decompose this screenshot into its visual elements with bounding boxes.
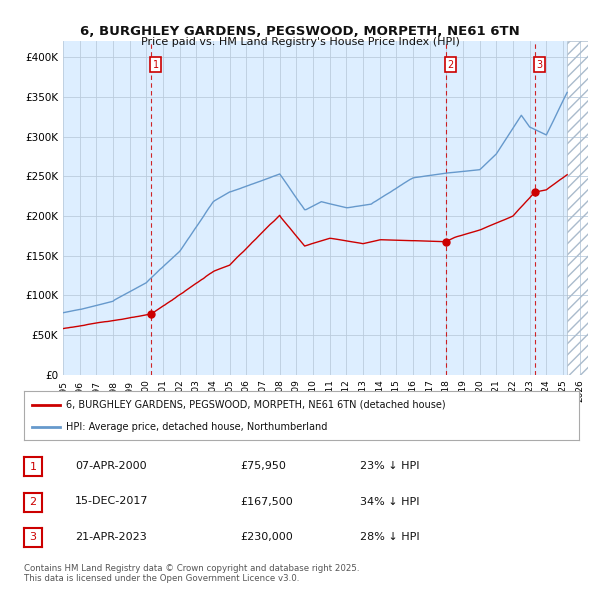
- Text: 21-APR-2023: 21-APR-2023: [75, 532, 147, 542]
- Text: 3: 3: [537, 60, 543, 70]
- Text: 34% ↓ HPI: 34% ↓ HPI: [360, 497, 419, 506]
- Text: 6, BURGHLEY GARDENS, PEGSWOOD, MORPETH, NE61 6TN: 6, BURGHLEY GARDENS, PEGSWOOD, MORPETH, …: [80, 25, 520, 38]
- Text: HPI: Average price, detached house, Northumberland: HPI: Average price, detached house, Nort…: [65, 422, 327, 432]
- Text: 15-DEC-2017: 15-DEC-2017: [75, 497, 149, 506]
- Text: £75,950: £75,950: [240, 461, 286, 471]
- Text: Price paid vs. HM Land Registry's House Price Index (HPI): Price paid vs. HM Land Registry's House …: [140, 37, 460, 47]
- Text: 2: 2: [448, 60, 454, 70]
- Text: 2: 2: [29, 497, 37, 507]
- Bar: [567, 41, 600, 375]
- Text: 1: 1: [29, 462, 37, 471]
- Text: 6, BURGHLEY GARDENS, PEGSWOOD, MORPETH, NE61 6TN (detached house): 6, BURGHLEY GARDENS, PEGSWOOD, MORPETH, …: [65, 399, 445, 409]
- Text: £230,000: £230,000: [240, 532, 293, 542]
- Text: 1: 1: [153, 60, 159, 70]
- Text: 3: 3: [29, 533, 37, 542]
- Text: 07-APR-2000: 07-APR-2000: [75, 461, 146, 471]
- Text: 28% ↓ HPI: 28% ↓ HPI: [360, 532, 419, 542]
- Bar: [567, 41, 600, 375]
- Text: 23% ↓ HPI: 23% ↓ HPI: [360, 461, 419, 471]
- Text: Contains HM Land Registry data © Crown copyright and database right 2025.
This d: Contains HM Land Registry data © Crown c…: [24, 563, 359, 583]
- Text: £167,500: £167,500: [240, 497, 293, 506]
